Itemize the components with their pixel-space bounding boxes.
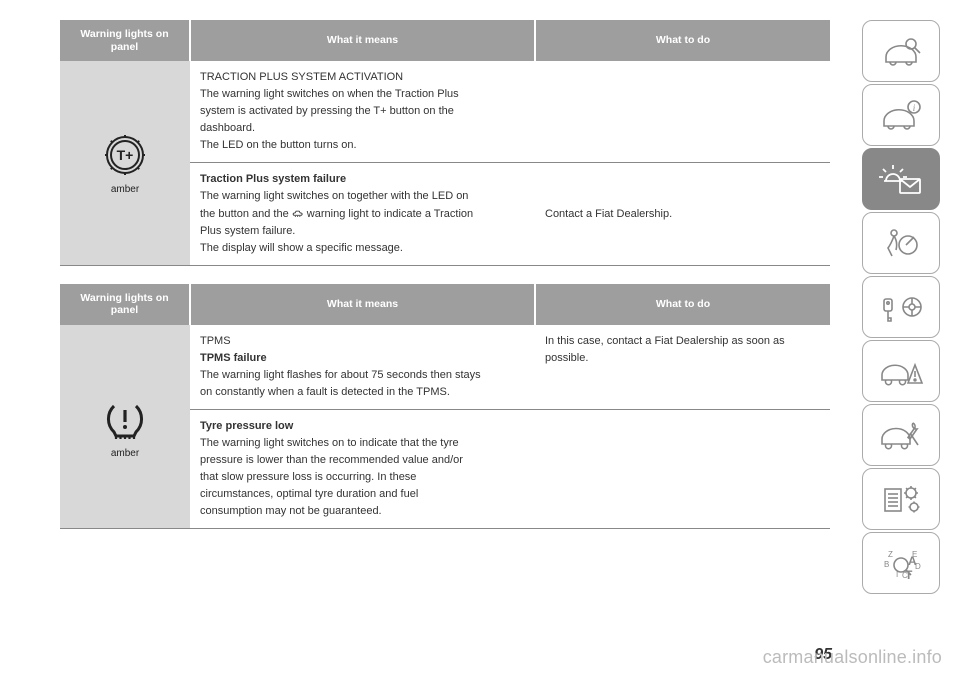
heading: TRACTION PLUS SYSTEM ACTIVATION [200, 69, 525, 86]
sidebar-tab-index[interactable]: ZEBDICAT [862, 532, 940, 594]
sidebar-tab-specs[interactable] [862, 468, 940, 530]
sidebar-tab-warning-lights[interactable] [862, 148, 940, 210]
page-content: Warning lights on panel What it means Wh… [60, 20, 830, 547]
panel-cell-traction: T+ amber [60, 61, 190, 265]
traction-plus-icon: T+ [100, 130, 150, 180]
body-text: consumption may not be guaranteed. [200, 503, 525, 520]
body-text: that slow pressure loss is occurring. In… [200, 469, 525, 486]
heading: Tyre pressure low [200, 418, 525, 435]
amber-label: amber [111, 184, 139, 195]
tyre-low-do [535, 410, 830, 529]
amber-label: amber [111, 448, 139, 459]
traction-activation-do [535, 61, 830, 163]
warning-table-2: Warning lights on panel What it means Wh… [60, 284, 830, 530]
heading: Traction Plus system failure [200, 171, 525, 188]
body-text: on constantly when a fault is detected i… [200, 384, 525, 401]
body-text: Plus system failure. [200, 223, 525, 240]
subheading: TPMS failure [200, 350, 525, 367]
section-sidebar: i ZEBDICAT [862, 20, 940, 594]
sidebar-tab-airbag[interactable] [862, 212, 940, 274]
th-panel: Warning lights on panel [60, 284, 190, 325]
traction-activation-desc: TRACTION PLUS SYSTEM ACTIVATION The warn… [190, 61, 535, 163]
th-do: What to do [535, 284, 830, 325]
th-panel: Warning lights on panel [60, 20, 190, 61]
body-text: circumstances, optimal tyre duration and… [200, 486, 525, 503]
watermark: carmanualsonline.info [763, 647, 942, 668]
panel-cell-tpms: amber [60, 325, 190, 529]
car-skid-icon [292, 208, 304, 220]
svg-text:B: B [884, 560, 889, 569]
sidebar-tab-keys[interactable] [862, 276, 940, 338]
tpms-icon [100, 394, 150, 444]
body-text: The warning light switches on when the T… [200, 86, 525, 103]
sidebar-tab-info[interactable]: i [862, 84, 940, 146]
body-text: The warning light switches on together w… [200, 188, 525, 205]
body-text: The warning light switches on to indicat… [200, 435, 525, 452]
svg-text:A: A [908, 554, 917, 568]
th-mean: What it means [190, 284, 535, 325]
svg-text:i: i [913, 103, 916, 113]
traction-failure-desc: Traction Plus system failure The warning… [190, 163, 535, 265]
warning-table-1: Warning lights on panel What it means Wh… [60, 20, 830, 266]
body-text: The LED on the button turns on. [200, 137, 525, 154]
th-mean: What it means [190, 20, 535, 61]
traction-failure-do: Contact a Fiat Dealership. [535, 163, 830, 265]
body-text: possible. [545, 350, 820, 367]
tpms-failure-do: In this case, contact a Fiat Dealership … [535, 325, 830, 410]
sidebar-tab-emergency[interactable] [862, 340, 940, 402]
tpms-failure-desc: TPMS TPMS failure The warning light flas… [190, 325, 535, 410]
body-text: The display will show a specific message… [200, 240, 525, 257]
sidebar-tab-service[interactable] [862, 404, 940, 466]
svg-text:T+: T+ [117, 147, 134, 163]
body-text: In this case, contact a Fiat Dealership … [545, 333, 820, 350]
body-text: pressure is lower than the recommended v… [200, 452, 525, 469]
body-text: the button and the warning light to indi… [200, 206, 525, 223]
tyre-low-desc: Tyre pressure low The warning light swit… [190, 410, 535, 529]
body-text: system is activated by pressing the T+ b… [200, 103, 525, 120]
svg-text:Z: Z [888, 550, 893, 559]
sidebar-tab-inspect[interactable] [862, 20, 940, 82]
heading: TPMS [200, 333, 525, 350]
body-text: Contact a Fiat Dealership. [545, 206, 820, 223]
body-text: The warning light flashes for about 75 s… [200, 367, 525, 384]
th-do: What to do [535, 20, 830, 61]
body-text: dashboard. [200, 120, 525, 137]
